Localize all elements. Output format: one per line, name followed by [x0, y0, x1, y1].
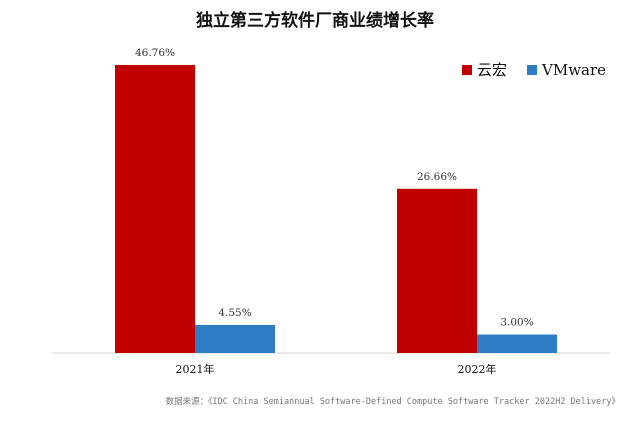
x-tick-label: 2021年 — [176, 362, 215, 376]
data-label: 26.66% — [417, 171, 457, 183]
legend-swatch-0 — [462, 65, 472, 75]
chart-title: 独立第三方软件厂商业绩增长率 — [196, 11, 434, 31]
source-note: 数据来源：《IDC China Semiannual Software-Defi… — [165, 397, 620, 407]
bar-云宏-2021年 — [115, 64, 195, 353]
legend-label-0: 云宏 — [477, 61, 507, 79]
legend-swatch-1 — [527, 65, 537, 75]
bar-VMware-2021年 — [195, 324, 275, 353]
data-label: 46.76% — [135, 47, 175, 59]
data-label: 4.55% — [218, 307, 251, 319]
data-label: 3.00% — [500, 317, 533, 329]
x-tick-label: 2022年 — [458, 362, 497, 376]
bar-云宏-2022年 — [397, 188, 477, 353]
bar-VMware-2022年 — [477, 334, 557, 353]
legend-label-1: VMware — [541, 61, 606, 79]
